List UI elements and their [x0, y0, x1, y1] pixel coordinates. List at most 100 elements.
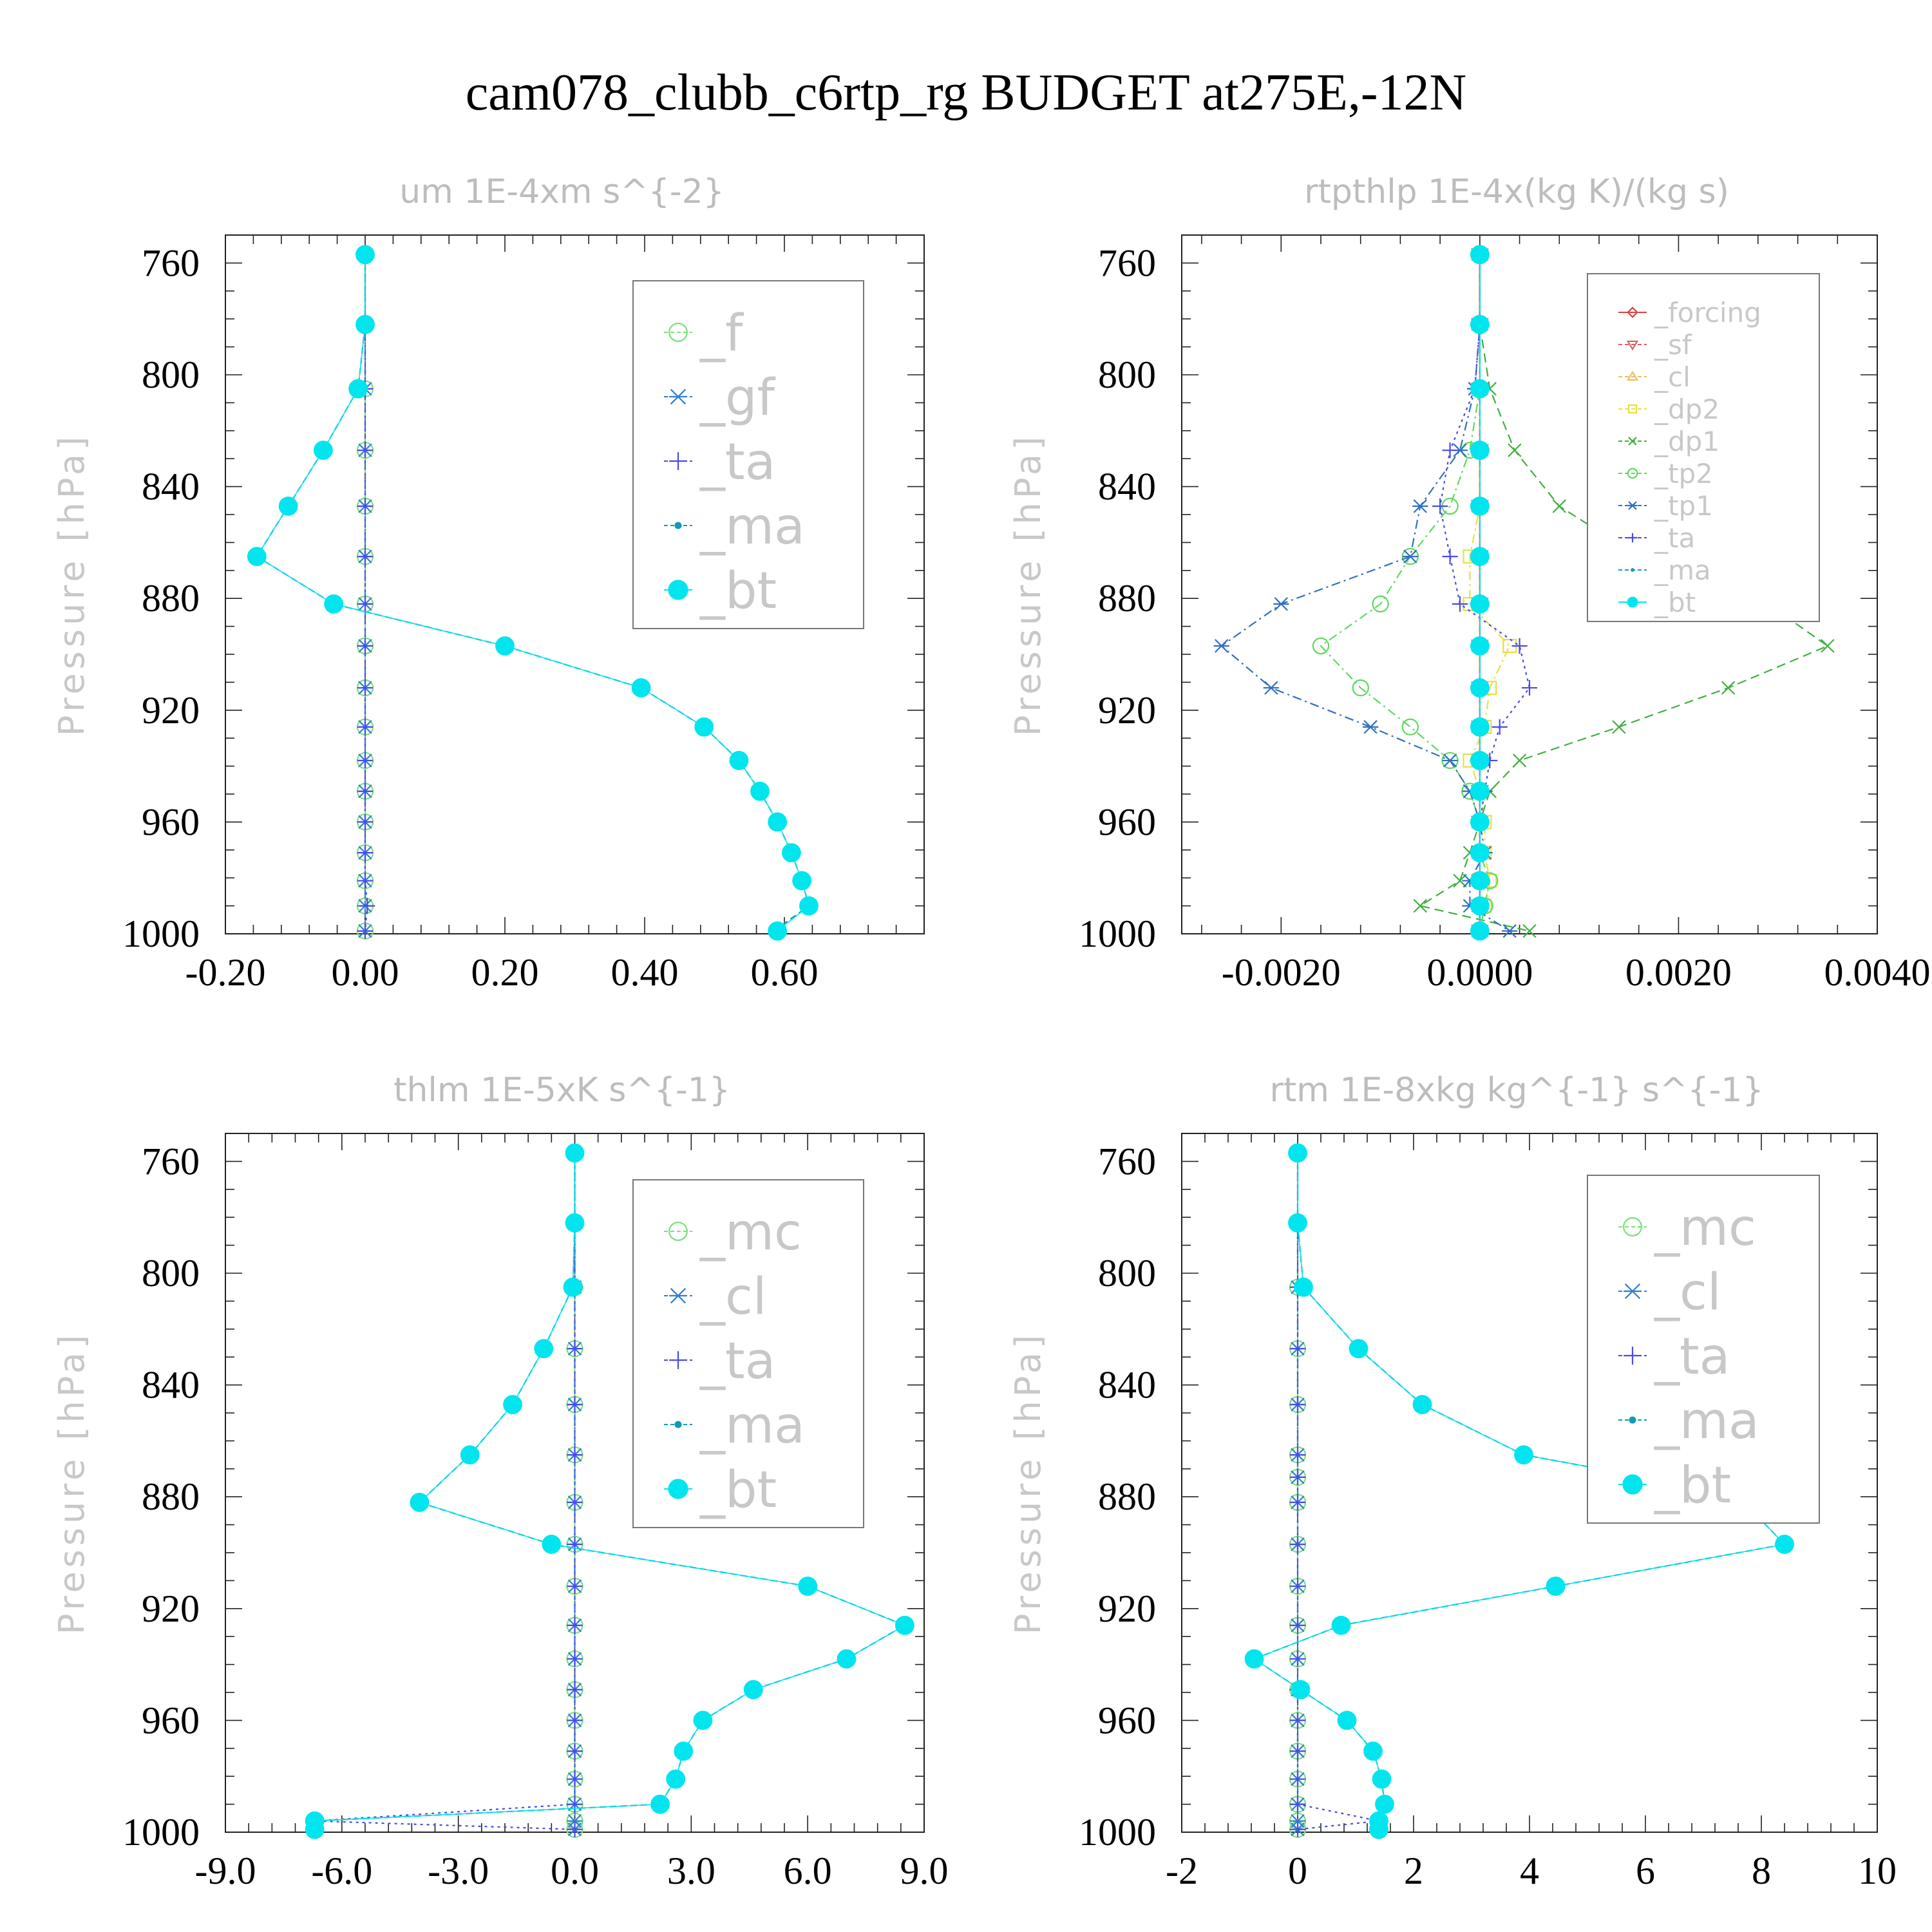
data-point [1289, 1796, 1306, 1812]
legend-label: _forcing [1654, 297, 1761, 328]
y-tick-label: 880 [142, 577, 200, 620]
data-point [1402, 549, 1418, 564]
data-point [1401, 718, 1419, 736]
data-point [348, 379, 368, 399]
x-tick-label: 0.0 [551, 1850, 599, 1892]
data-point [567, 1494, 583, 1510]
y-tick-label: 880 [1098, 577, 1156, 620]
legend-label: _sf [1654, 329, 1692, 361]
data-point [650, 1794, 670, 1814]
y-tick-label: 1000 [1079, 1811, 1156, 1853]
series-line [1320, 254, 1491, 931]
data-point [359, 898, 375, 914]
data-point [460, 1445, 480, 1465]
series-ta [357, 247, 375, 939]
data-point [565, 1143, 585, 1163]
data-point [1470, 781, 1490, 801]
data-point [1775, 1535, 1794, 1554]
data-point [1289, 1469, 1306, 1485]
plot-frame [1181, 234, 1878, 934]
data-point [1470, 871, 1490, 891]
data-point [1492, 719, 1508, 735]
data-point [357, 752, 374, 769]
data-point [567, 1447, 583, 1463]
data-point [1331, 1615, 1351, 1635]
data-point [247, 547, 267, 566]
data-point [324, 594, 344, 614]
data-point [1442, 753, 1458, 768]
data-point [278, 497, 298, 516]
data-point [1413, 898, 1427, 913]
data-point [1363, 720, 1379, 734]
x-tick-label: 8 [1752, 1850, 1771, 1892]
data-point [1263, 681, 1279, 695]
data-point [567, 1821, 583, 1837]
data-point [631, 678, 651, 697]
data-point [567, 1771, 583, 1787]
data-point [357, 845, 374, 861]
data-point [1289, 1651, 1306, 1667]
data-point [1244, 1649, 1264, 1669]
legend-label: _ma [699, 498, 805, 556]
data-point [495, 636, 515, 656]
y-tick-label: 800 [142, 1252, 200, 1294]
y-tick-label: 760 [1098, 242, 1156, 284]
data-point [357, 814, 374, 830]
data-point [1213, 639, 1229, 653]
panel-1: um 1E-4xm s^{-2} Pressure [hPa] 760 800 840 8… [52, 173, 925, 994]
data-point [357, 923, 374, 939]
data-point [1289, 1494, 1306, 1510]
y-tick-label: 840 [1098, 1364, 1156, 1406]
data-point [1470, 717, 1490, 737]
x-tick-label: 0.0040 [1824, 951, 1931, 994]
y-tick-label: 920 [142, 1587, 200, 1630]
legend-marker [1631, 568, 1634, 572]
data-point [792, 871, 812, 891]
data-point [567, 1743, 583, 1759]
panel-2: rtpthlp 1E-4x(kg K)/(kg s) Pressure [hPa]… [1008, 173, 1931, 994]
legend-marker [1626, 370, 1639, 381]
data-point [357, 549, 374, 565]
x-tick-label: 0.20 [471, 951, 539, 994]
data-point [357, 498, 374, 515]
data-point [357, 442, 374, 459]
legend-label: _dp2 [1654, 393, 1719, 425]
data-point [1432, 498, 1448, 515]
data-point [542, 1535, 562, 1554]
series-bt [1470, 245, 1490, 941]
y-tick-label: 760 [1098, 1140, 1156, 1182]
data-point [567, 1617, 583, 1633]
data-point [693, 1710, 713, 1730]
y-tick-label: 960 [142, 800, 200, 843]
data-point [1372, 595, 1389, 613]
data-point [1289, 1396, 1306, 1413]
data-point [1453, 873, 1467, 888]
legend-marker [668, 580, 688, 600]
data-point [1289, 1536, 1306, 1553]
data-point [1363, 1741, 1383, 1761]
data-point [355, 314, 375, 334]
y-tick-label: 880 [1098, 1475, 1156, 1518]
legend-marker [668, 1479, 688, 1499]
legend-label: _ta [699, 1332, 775, 1390]
y-tick-label: 880 [142, 1475, 200, 1518]
data-point [357, 783, 374, 799]
legend-label: _ma [1654, 1392, 1759, 1450]
data-point [1502, 923, 1518, 938]
y-axis-label: Pressure [hPa] [52, 1331, 92, 1634]
panel-4: rtm 1E-8xkg kg^{-1} s^{-1} Pressure [hPa]… [1008, 1071, 1897, 1892]
data-point [768, 812, 788, 832]
x-tick-label: 9.0 [900, 1850, 949, 1892]
legend-label: _cl [1654, 361, 1690, 393]
data-point [565, 1213, 585, 1233]
panel-3: thlm 1E-5xK s^{-1} Pressure [hPa] 760 800 84… [52, 1071, 949, 1892]
data-point [1470, 379, 1490, 399]
legend-label: _bt [1654, 1457, 1731, 1515]
legend-marker [669, 1351, 687, 1369]
data-point [1273, 597, 1289, 611]
data-point [534, 1339, 554, 1359]
legend-label: _f [699, 305, 744, 363]
data-point [1289, 1578, 1306, 1595]
y-tick-label: 960 [1098, 800, 1156, 843]
data-point [1521, 679, 1538, 696]
